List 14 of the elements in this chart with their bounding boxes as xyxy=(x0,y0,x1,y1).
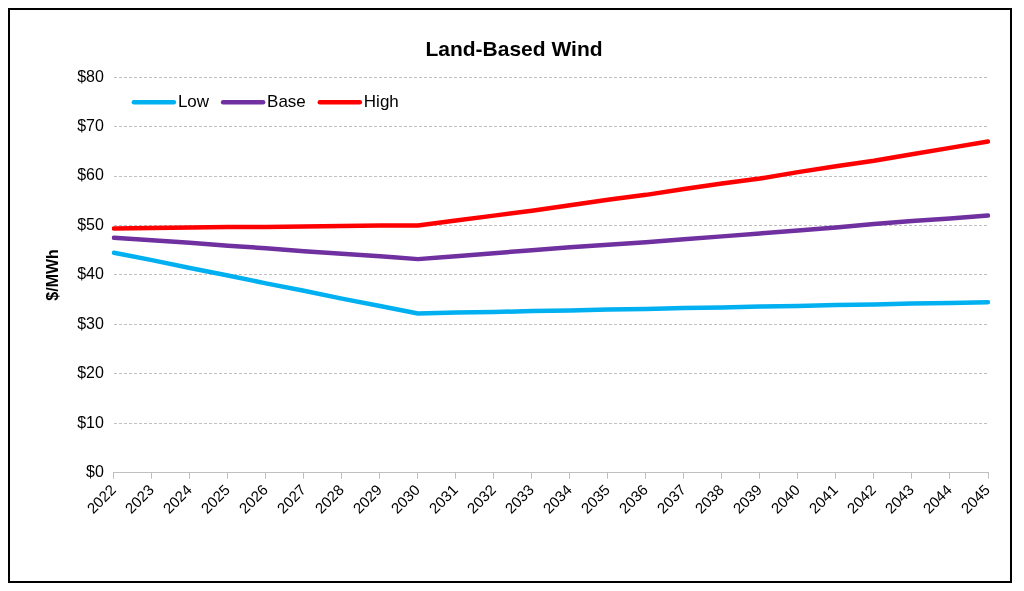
y-tick-label: $70 xyxy=(77,117,104,135)
y-tick-label: $80 xyxy=(77,67,104,85)
y-tick-label: $20 xyxy=(77,364,104,382)
legend-label: High xyxy=(363,91,399,111)
legend-label: Base xyxy=(267,91,306,111)
y-tick-label: $30 xyxy=(77,314,104,332)
y-tick-label: $10 xyxy=(77,413,104,431)
y-tick-label: $40 xyxy=(77,265,104,283)
chart-title: Land-Based Wind xyxy=(425,37,603,61)
y-tick-label: $0 xyxy=(86,463,104,481)
y-tick-label: $60 xyxy=(77,166,104,184)
legend-label: Low xyxy=(177,91,210,111)
y-axis-title: $/MWh xyxy=(44,249,62,301)
y-tick-label: $50 xyxy=(77,215,104,233)
